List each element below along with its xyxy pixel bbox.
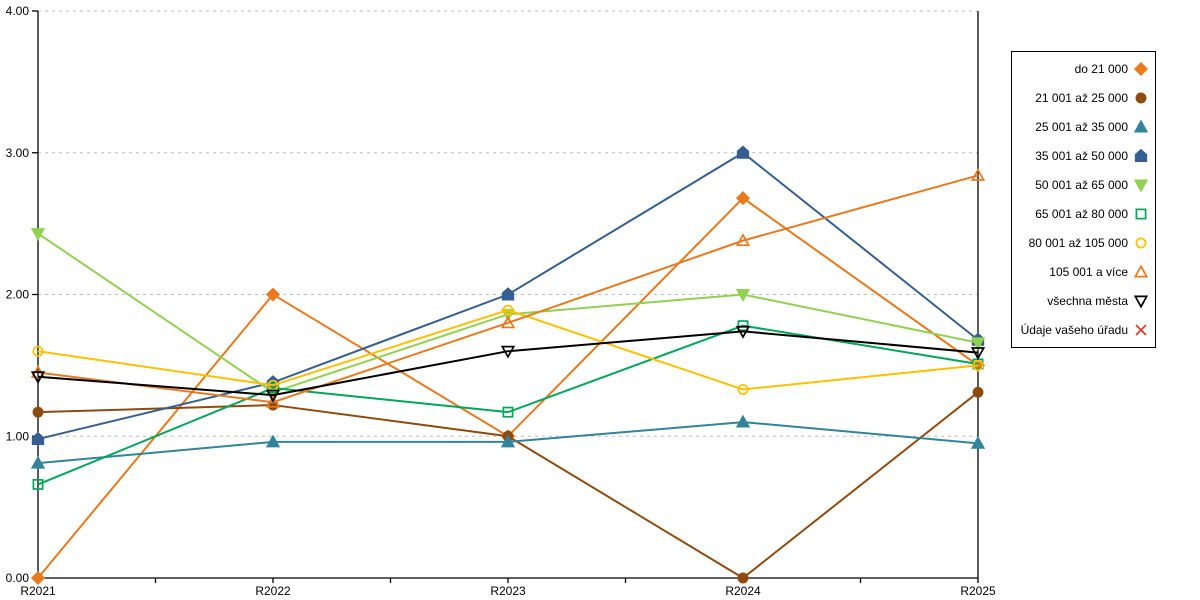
legend-marker-glyph-105-001-a-v-ce xyxy=(1133,264,1149,278)
marker-do-21-000-r2024 xyxy=(735,191,751,206)
legend-label-do-21-000: do 21 000 xyxy=(1074,61,1128,76)
marker-25-001-a-35-000-r2021 xyxy=(30,455,46,469)
legend-marker-triangle-up-icon xyxy=(1133,264,1149,278)
marker-80-001-a-105-000-r2024 xyxy=(737,384,749,395)
y-tick-label-3: 3.00 xyxy=(6,146,30,160)
marker-80-001-a-105-000-r2025 xyxy=(972,359,984,371)
series-v-echna-m-sta xyxy=(30,325,986,403)
legend-marker-glyph-35-001-a-50-000 xyxy=(1134,148,1148,162)
marker-105-001-a-v-ce-r2023 xyxy=(500,315,516,329)
legend-marker-diamond-icon xyxy=(1133,61,1149,76)
marker-65-001-a-80-000-r2024 xyxy=(737,320,749,332)
marker-65-001-a-80-000-r2023 xyxy=(502,406,514,418)
marker-v-echna-m-sta-r2022 xyxy=(265,389,281,403)
legend-item-daje-va-eho-adu: Údaje vašeho úřadu xyxy=(1016,322,1149,338)
legend-marker-circle-icon xyxy=(1135,92,1147,104)
legend-label-35-001-a-50-000: 35 001 až 50 000 xyxy=(1035,148,1128,163)
series-line-v-echna-m-sta xyxy=(37,330,979,397)
y-tick-label-0: 0.00 xyxy=(6,571,30,585)
legend-label-25-001-a-35-000: 25 001 až 35 000 xyxy=(1035,119,1128,134)
marker-do-21-000-r2022 xyxy=(265,287,281,302)
series-line-21-001-a-25-000 xyxy=(37,391,979,580)
legend-marker-x-icon xyxy=(1135,324,1147,336)
series-50-001-a-65-000 xyxy=(30,228,986,400)
x-tick-label-r2023: R2023 xyxy=(490,584,526,598)
legend-marker-glyph-do-21-000 xyxy=(1133,61,1149,76)
marker-v-echna-m-sta-r2025 xyxy=(970,347,986,361)
marker-25-001-a-35-000-r2022 xyxy=(265,434,281,448)
marker-35-001-a-50-000-r2024 xyxy=(736,145,750,159)
legend-marker-triangle-down-icon xyxy=(1133,295,1149,309)
marker-105-001-a-v-ce-r2022 xyxy=(265,394,281,408)
marker-21-001-a-25-000-r2024 xyxy=(737,572,749,584)
marker-do-21-000-r2021 xyxy=(30,570,46,586)
marker-v-echna-m-sta-r2021 xyxy=(30,371,46,385)
legend-item-65-001-a-80-000: 65 001 až 80 000 xyxy=(1016,206,1149,222)
y-tick-label-2: 2.00 xyxy=(6,288,30,302)
marker-105-001-a-v-ce-r2024 xyxy=(735,233,751,247)
series-35-001-a-50-000 xyxy=(31,145,985,446)
series-80-001-a-105-000 xyxy=(32,304,984,395)
marker-21-001-a-25-000-r2025 xyxy=(972,386,984,398)
marker-35-001-a-50-000-r2021 xyxy=(31,431,45,446)
marker-v-echna-m-sta-r2023 xyxy=(500,345,516,359)
legend-label-v-echna-m-sta: všechna města xyxy=(1047,294,1128,309)
x-tick-label-r2024: R2024 xyxy=(725,584,761,598)
marker-80-001-a-105-000-r2023 xyxy=(502,304,514,316)
legend-label-50-001-a-65-000: 50 001 až 65 000 xyxy=(1035,177,1128,192)
marker-80-001-a-105-000-r2021 xyxy=(32,345,44,357)
legend-item-21-001-a-25-000: 21 001 až 25 000 xyxy=(1016,90,1149,106)
legend-item-do-21-000: do 21 000 xyxy=(1016,61,1149,77)
marker-21-001-a-25-000-r2021 xyxy=(32,406,44,418)
marker-25-001-a-35-000-r2023 xyxy=(500,434,516,448)
marker-50-001-a-65-000-r2025 xyxy=(970,337,986,351)
legend-marker-square-icon xyxy=(1135,208,1147,220)
legend-label-21-001-a-25-000: 21 001 až 25 000 xyxy=(1035,90,1128,105)
series-line-80-001-a-105-000 xyxy=(37,309,979,391)
legend-marker-glyph-21-001-a-25-000 xyxy=(1135,92,1147,104)
legend-item-105-001-a-v-ce: 105 001 a více xyxy=(1016,264,1149,280)
legend-item-25-001-a-35-000: 25 001 až 35 000 xyxy=(1016,119,1149,135)
legend-label-105-001-a-v-ce: 105 001 a více xyxy=(1049,265,1128,280)
legend-item-v-echna-m-sta: všechna města xyxy=(1016,293,1149,309)
y-tick-label-1: 1.00 xyxy=(6,429,30,443)
marker-v-echna-m-sta-r2024 xyxy=(735,325,751,339)
marker-105-001-a-v-ce-r2025 xyxy=(970,167,986,181)
marker-50-001-a-65-000-r2024 xyxy=(735,289,751,302)
legend-marker-glyph-v-echna-m-sta xyxy=(1133,295,1149,309)
x-tick-label-r2021: R2021 xyxy=(20,584,56,598)
marker-65-001-a-80-000-r2021 xyxy=(32,478,44,490)
legend-label-80-001-a-105-000: 80 001 až 105 000 xyxy=(1028,236,1128,251)
chart-legend: do 21 000 21 001 až 25 000 25 001 až 35 00… xyxy=(1011,51,1156,348)
x-tick-label-r2022: R2022 xyxy=(255,584,291,598)
y-tick-label-4: 4.00 xyxy=(6,4,30,18)
legend-marker-glyph-65-001-a-80-000 xyxy=(1135,208,1147,220)
marker-35-001-a-50-000-r2023 xyxy=(501,287,515,301)
legend-item-80-001-a-105-000: 80 001 až 105 000 xyxy=(1016,235,1149,251)
legend-marker-glyph-daje-va-eho-adu xyxy=(1135,324,1147,336)
series-25-001-a-35-000 xyxy=(30,414,986,469)
marker-50-001-a-65-000-r2021 xyxy=(30,228,46,242)
legend-item-50-001-a-65-000: 50 001 až 65 000 xyxy=(1016,177,1149,193)
legend-marker-glyph-25-001-a-35-000 xyxy=(1133,119,1149,133)
legend-marker-glyph-50-001-a-65-000 xyxy=(1133,179,1149,193)
legend-label-daje-va-eho-adu: Údaje vašeho úřadu xyxy=(1020,323,1128,338)
legend-marker-pentagon-icon xyxy=(1134,148,1148,162)
legend-label-65-001-a-80-000: 65 001 až 80 000 xyxy=(1035,207,1128,222)
x-tick-label-r2025: R2025 xyxy=(960,584,996,598)
marker-25-001-a-35-000-r2025 xyxy=(970,435,986,449)
legend-marker-triangle-up-icon xyxy=(1133,119,1149,133)
series-line-105-001-a-v-ce xyxy=(37,174,979,404)
legend-marker-glyph-80-001-a-105-000 xyxy=(1135,237,1147,249)
legend-marker-triangle-down-icon xyxy=(1133,179,1149,193)
legend-marker-circle-icon xyxy=(1135,237,1147,249)
legend-item-35-001-a-50-000: 35 001 až 50 000 xyxy=(1016,148,1149,164)
marker-25-001-a-35-000-r2024 xyxy=(735,414,751,428)
